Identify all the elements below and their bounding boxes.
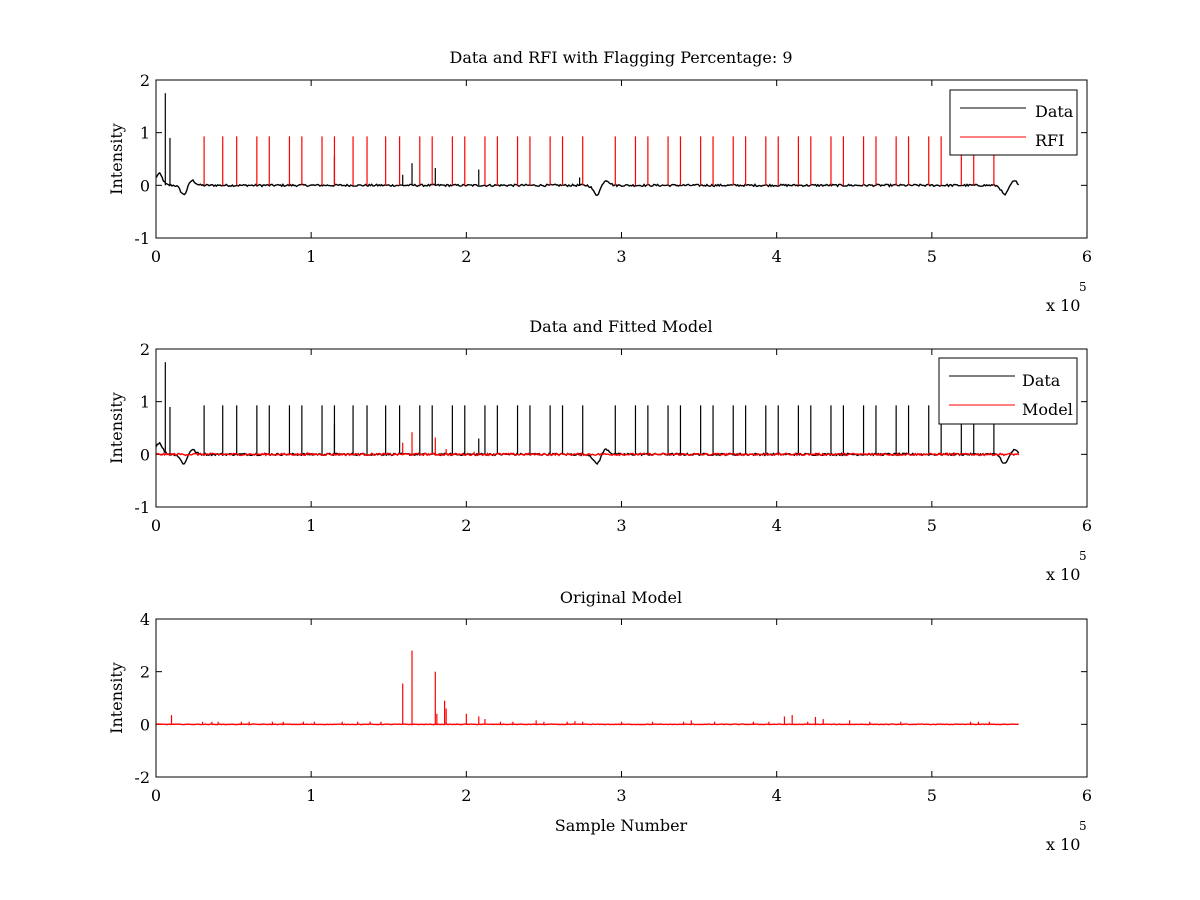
subplot-1-x-exponent-base: x 10 <box>1046 296 1080 315</box>
subplot-1-ylabel: Intensity <box>107 123 126 195</box>
subplot-3-axes-box <box>155 618 1088 778</box>
subplot-2-legend-box <box>938 357 1078 425</box>
subplot-3-ylabel: Intensity <box>107 662 126 734</box>
y-tick-label: 2 <box>140 340 150 359</box>
subplot-1-legend: Data RFI <box>949 89 1078 156</box>
subplot-2-x-exponent-power: 5 <box>1079 549 1087 563</box>
y-tick-label: 1 <box>140 393 150 412</box>
model-baseline <box>155 452 1020 457</box>
subplot-3-x-exponent-base: x 10 <box>1046 835 1080 854</box>
x-tick-label: 6 <box>1082 786 1092 805</box>
subplot-3-x-exponent-power: 5 <box>1079 819 1087 833</box>
y-tick-label: -1 <box>134 229 150 248</box>
x-tick-label: 3 <box>616 247 626 266</box>
subplot-1-axes-box <box>155 79 1088 239</box>
y-tick-label: 0 <box>140 176 150 195</box>
x-tick-label: 2 <box>461 516 471 535</box>
x-tick-label: 1 <box>306 786 316 805</box>
data-baseline <box>155 171 1020 197</box>
x-tick-label: 5 <box>927 516 937 535</box>
x-tick-label: 0 <box>151 786 161 805</box>
subplot-2-axes-box <box>155 348 1088 508</box>
subplot-2-title: Data and Fitted Model <box>529 317 712 336</box>
x-tick-label: 4 <box>772 247 782 266</box>
subplot-3-xlabel: Sample Number <box>555 816 688 835</box>
subplot-1-title: Data and RFI with Flagging Percentage: 9 <box>449 48 792 67</box>
y-tick-label: -1 <box>134 498 150 517</box>
x-tick-label: 6 <box>1082 247 1092 266</box>
x-tick-label: 3 <box>616 786 626 805</box>
x-tick-label: 4 <box>772 516 782 535</box>
y-tick-label: 0 <box>140 445 150 464</box>
y-tick-label: 2 <box>140 663 150 682</box>
subplot-1-legend-rfi-label: RFI <box>1035 131 1064 150</box>
x-tick-label: 3 <box>616 516 626 535</box>
subplot-2-legend: Data Model <box>938 357 1078 425</box>
y-tick-label: 2 <box>140 71 150 90</box>
y-tick-label: -2 <box>134 768 150 787</box>
subplot-1-legend-box <box>949 89 1078 156</box>
subplot-1-x-exponent-power: 5 <box>1079 280 1087 294</box>
subplot-1-legend-data-label: Data <box>1035 102 1074 121</box>
x-tick-label: 1 <box>306 516 316 535</box>
subplot-data-and-rfi: Data and RFI with Flagging Percentage: 9… <box>107 48 1092 315</box>
subplot-3-title: Original Model <box>560 588 682 607</box>
x-tick-label: 2 <box>461 247 471 266</box>
x-tick-label: 5 <box>927 247 937 266</box>
x-tick-label: 2 <box>461 786 471 805</box>
y-tick-label: 0 <box>140 715 150 734</box>
x-tick-label: 6 <box>1082 516 1092 535</box>
subplot-2-legend-data-label: Data <box>1022 371 1061 390</box>
original-model-baseline <box>155 723 1019 726</box>
x-tick-label: 4 <box>772 786 782 805</box>
x-tick-label: 1 <box>306 247 316 266</box>
y-tick-label: 4 <box>140 610 150 629</box>
subplot-2-ylabel: Intensity <box>107 392 126 464</box>
subplot-2-legend-model-label: Model <box>1022 400 1073 419</box>
x-tick-label: 0 <box>151 247 161 266</box>
x-tick-label: 0 <box>151 516 161 535</box>
y-tick-label: 1 <box>140 124 150 143</box>
subplot-2-x-exponent-base: x 10 <box>1046 565 1080 584</box>
x-tick-label: 5 <box>927 786 937 805</box>
